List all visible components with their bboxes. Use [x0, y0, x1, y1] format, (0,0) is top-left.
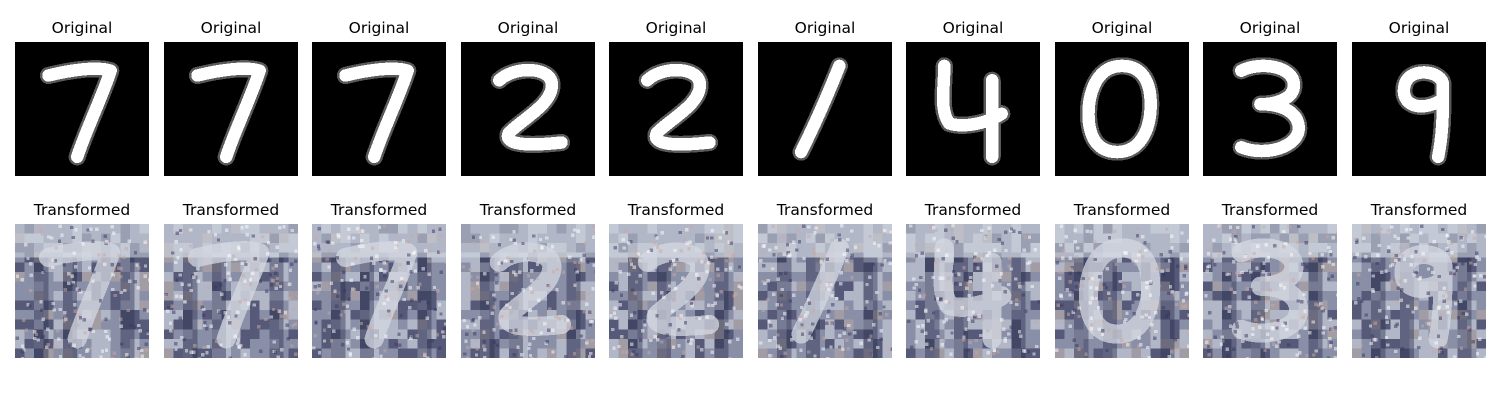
original-digit-image [164, 42, 298, 176]
transformed-title: Transformed [1073, 201, 1171, 219]
transformed-digit-image [906, 224, 1040, 358]
transformed-digit-image [15, 224, 149, 358]
original-digit-image [461, 42, 595, 176]
transformed-title: Transformed [924, 201, 1022, 219]
digit-stroke [794, 59, 846, 159]
original-title: Original [645, 19, 707, 37]
transformed-title: Transformed [627, 201, 725, 219]
digit-stroke [489, 242, 572, 336]
transformed-title: Transformed [330, 201, 428, 219]
original-title: Original [1239, 19, 1301, 37]
digit-stroke [335, 241, 418, 349]
original-title: Original [200, 19, 262, 37]
original-digit-image [758, 42, 892, 176]
transformed-title: Transformed [33, 201, 131, 219]
digit-stroke [641, 63, 716, 151]
original-title: Original [497, 19, 559, 37]
transformed-digit-image [164, 224, 298, 358]
transformed-digit-image [1203, 224, 1337, 358]
transformed-title: Transformed [1221, 201, 1319, 219]
original-digit-image [1352, 42, 1486, 176]
original-title: Original [794, 19, 856, 37]
digit-stroke [1078, 238, 1161, 344]
digit-stroke [1397, 66, 1450, 164]
transformed-title: Transformed [479, 201, 577, 219]
digit-stroke [936, 59, 1008, 164]
transformed-title: Transformed [776, 201, 874, 219]
original-title: Original [348, 19, 410, 37]
original-digit-image [906, 42, 1040, 176]
transformed-title: Transformed [1370, 201, 1468, 219]
digit-stroke [339, 62, 414, 164]
transformed-title: Transformed [182, 201, 280, 219]
digit-stroke [1235, 59, 1305, 158]
digit-stroke [637, 242, 720, 336]
original-digit-image [312, 42, 446, 176]
original-digit-image [1203, 42, 1337, 176]
digit-stroke [1394, 244, 1453, 349]
digit-stroke [1231, 238, 1309, 343]
original-title: Original [51, 19, 113, 37]
digit-stroke [933, 238, 1012, 349]
transformed-digit-image [461, 224, 595, 358]
original-digit-image [15, 42, 149, 176]
original-title: Original [1091, 19, 1153, 37]
transformed-digit-image [1055, 224, 1189, 358]
original-title: Original [942, 19, 1004, 37]
digit-stroke [38, 241, 121, 349]
transformed-digit-image [1352, 224, 1486, 358]
digit-stroke [791, 238, 849, 344]
digit-stroke [191, 62, 266, 164]
digit-stroke [42, 62, 117, 164]
transformed-digit-image [312, 224, 446, 358]
original-title: Original [1388, 19, 1450, 37]
original-digit-image [609, 42, 743, 176]
original-digit-image [1055, 42, 1189, 176]
digit-stroke [493, 63, 568, 151]
transformed-digit-image [758, 224, 892, 358]
transformed-digit-image [609, 224, 743, 358]
digit-stroke [1082, 59, 1157, 159]
